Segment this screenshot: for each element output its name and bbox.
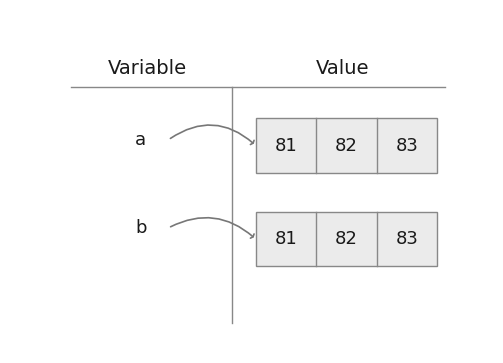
Text: 83: 83 — [395, 230, 418, 248]
Text: 82: 82 — [335, 136, 358, 155]
Text: 81: 81 — [275, 136, 297, 155]
Text: 82: 82 — [335, 230, 358, 248]
Text: 83: 83 — [395, 136, 418, 155]
Bar — [256, 118, 437, 173]
Text: Variable: Variable — [108, 59, 187, 78]
Text: 81: 81 — [275, 230, 297, 248]
Text: Value: Value — [316, 59, 369, 78]
Text: b: b — [135, 219, 146, 237]
Text: a: a — [135, 131, 146, 149]
Bar — [256, 212, 437, 266]
